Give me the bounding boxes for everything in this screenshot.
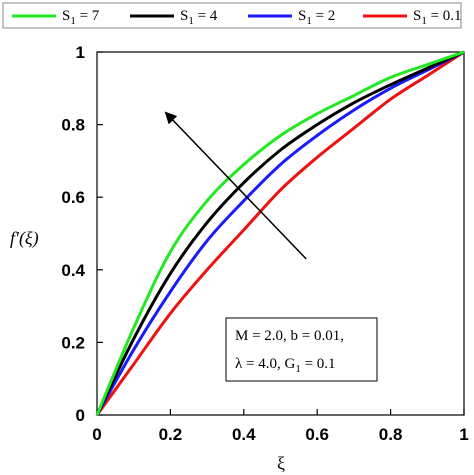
x-axis-title: ξ	[277, 453, 285, 473]
legend-label: S1 = 0.1	[413, 8, 462, 27]
annotation-line-2-rest: = 0.1	[301, 356, 336, 372]
y-tick-label: 0.8	[61, 116, 85, 135]
trend-arrow	[164, 111, 307, 260]
y-axis-title: f′(ξ)	[10, 228, 39, 249]
x-tick-label: 0.8	[379, 425, 403, 444]
y-tick-label: 1	[76, 43, 85, 62]
series-line	[95, 50, 465, 416]
x-tick-label: 0.4	[232, 425, 256, 444]
legend: S1 = 7 S1 = 4 S1 = 2 S1 = 0.1	[2, 2, 462, 29]
series-line	[95, 50, 465, 416]
series-line	[95, 50, 465, 416]
y-tick-label: 0.4	[61, 261, 85, 280]
series-line	[95, 50, 465, 416]
x-tick-label: 0.2	[159, 425, 183, 444]
x-tick-label: 0.6	[305, 425, 329, 444]
series-lines	[95, 50, 465, 416]
legend-label: S1 = 2	[298, 8, 335, 27]
annotation-line-2-sub: 1	[295, 363, 301, 375]
annotation-line-2-main: λ = 4.0, G	[235, 356, 295, 372]
y-tick-label: 0.2	[61, 333, 85, 352]
axis-ticks: 0 0.2 0.4 0.6 0.8 1 0 0.2 0.4 0.6 0.8 1	[61, 43, 468, 444]
plot-frame	[96, 51, 465, 416]
y-tick-label: 0.6	[61, 188, 85, 207]
legend-label: S1 = 4	[180, 8, 218, 27]
legend-label: S1 = 7	[62, 8, 100, 27]
annotation-line-2: λ = 4.0, G1 = 0.1	[235, 356, 336, 375]
x-tick-label: 1	[459, 425, 468, 444]
x-tick-label: 0	[92, 425, 101, 444]
annotation-line-1: M = 2.0, b = 0.01,	[235, 328, 344, 344]
parameter-annotation: M = 2.0, b = 0.01, λ = 4.0, G1 = 0.1	[225, 317, 378, 382]
y-tick-label: 0	[76, 406, 85, 425]
annotation-box	[225, 317, 378, 382]
